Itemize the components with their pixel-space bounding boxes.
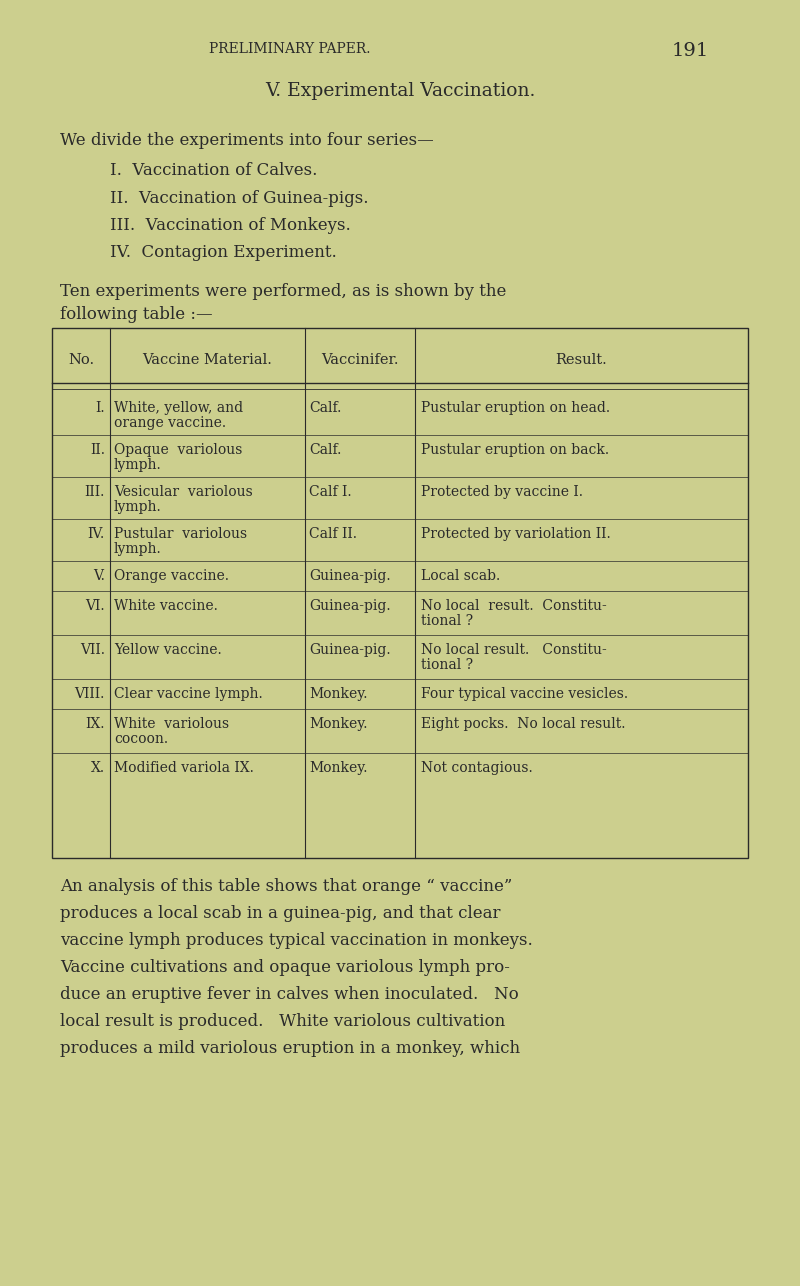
Text: I.  Vaccination of Calves.: I. Vaccination of Calves. — [110, 162, 318, 179]
Text: Four typical vaccine vesicles.: Four typical vaccine vesicles. — [421, 687, 628, 701]
Text: Guinea-pig.: Guinea-pig. — [309, 643, 390, 657]
Text: lymph.: lymph. — [114, 458, 162, 472]
Text: IV.  Contagion Experiment.: IV. Contagion Experiment. — [110, 244, 337, 261]
Text: Vaccine Material.: Vaccine Material. — [142, 352, 273, 367]
Text: tional ?: tional ? — [421, 613, 473, 628]
Text: VIII.: VIII. — [74, 687, 105, 701]
Text: Clear vaccine lymph.: Clear vaccine lymph. — [114, 687, 262, 701]
Text: X.: X. — [91, 761, 105, 775]
Text: Yellow vaccine.: Yellow vaccine. — [114, 643, 222, 657]
Text: Opaque  variolous: Opaque variolous — [114, 442, 242, 457]
Text: IV.: IV. — [88, 527, 105, 541]
Text: Monkey.: Monkey. — [309, 687, 367, 701]
Text: Guinea-pig.: Guinea-pig. — [309, 599, 390, 613]
Text: No local  result.  Constitu-: No local result. Constitu- — [421, 599, 606, 613]
Text: III.: III. — [85, 485, 105, 499]
Text: I.: I. — [95, 401, 105, 415]
Text: White vaccine.: White vaccine. — [114, 599, 218, 613]
Text: Calf.: Calf. — [309, 442, 342, 457]
Text: Local scab.: Local scab. — [421, 568, 500, 583]
Text: III.  Vaccination of Monkeys.: III. Vaccination of Monkeys. — [110, 217, 350, 234]
Text: Guinea-pig.: Guinea-pig. — [309, 568, 390, 583]
Text: No local result.   Constitu-: No local result. Constitu- — [421, 643, 606, 657]
Text: Eight pocks.  No local result.: Eight pocks. No local result. — [421, 718, 626, 730]
Text: tional ?: tional ? — [421, 658, 473, 673]
Text: Not contagious.: Not contagious. — [421, 761, 533, 775]
Text: An analysis of this table shows that orange “ vaccine”: An analysis of this table shows that ora… — [60, 878, 512, 895]
Text: following table :—: following table :— — [60, 306, 213, 323]
Text: Vesicular  variolous: Vesicular variolous — [114, 485, 253, 499]
Text: Ten experiments were performed, as is shown by the: Ten experiments were performed, as is sh… — [60, 283, 506, 300]
Text: duce an eruptive fever in calves when inoculated.   No: duce an eruptive fever in calves when in… — [60, 986, 518, 1003]
Text: IX.: IX. — [86, 718, 105, 730]
Bar — [52, 328, 748, 858]
Text: orange vaccine.: orange vaccine. — [114, 415, 226, 430]
Text: No.: No. — [68, 352, 94, 367]
Text: White  variolous: White variolous — [114, 718, 229, 730]
Text: local result is produced.   White variolous cultivation: local result is produced. White variolou… — [60, 1013, 506, 1030]
Text: cocoon.: cocoon. — [114, 732, 168, 746]
Text: Calf I.: Calf I. — [309, 485, 352, 499]
Text: Vaccine cultivations and opaque variolous lymph pro-: Vaccine cultivations and opaque variolou… — [60, 959, 510, 976]
Text: lymph.: lymph. — [114, 500, 162, 514]
Text: Protected by variolation II.: Protected by variolation II. — [421, 527, 610, 541]
Text: Pustular  variolous: Pustular variolous — [114, 527, 247, 541]
Text: Calf.: Calf. — [309, 401, 342, 415]
Text: produces a mild variolous eruption in a monkey, which: produces a mild variolous eruption in a … — [60, 1040, 520, 1057]
Text: Pustular eruption on back.: Pustular eruption on back. — [421, 442, 609, 457]
Text: produces a local scab in a guinea-pig, and that clear: produces a local scab in a guinea-pig, a… — [60, 905, 501, 922]
Text: VI.: VI. — [86, 599, 105, 613]
Text: VII.: VII. — [80, 643, 105, 657]
Text: II.: II. — [90, 442, 105, 457]
Text: Protected by vaccine I.: Protected by vaccine I. — [421, 485, 583, 499]
Text: II.  Vaccination of Guinea-pigs.: II. Vaccination of Guinea-pigs. — [110, 190, 369, 207]
Text: PRELIMINARY PAPER.: PRELIMINARY PAPER. — [210, 42, 370, 57]
Text: Orange vaccine.: Orange vaccine. — [114, 568, 229, 583]
Text: White, yellow, and: White, yellow, and — [114, 401, 243, 415]
Text: Pustular eruption on head.: Pustular eruption on head. — [421, 401, 610, 415]
Text: Monkey.: Monkey. — [309, 761, 367, 775]
Text: lymph.: lymph. — [114, 541, 162, 556]
Text: Result.: Result. — [556, 352, 607, 367]
Text: Monkey.: Monkey. — [309, 718, 367, 730]
Text: V. Experimental Vaccination.: V. Experimental Vaccination. — [265, 82, 535, 100]
Text: Vaccinifer.: Vaccinifer. — [322, 352, 398, 367]
Text: Modified variola IX.: Modified variola IX. — [114, 761, 254, 775]
Text: We divide the experiments into four series—: We divide the experiments into four seri… — [60, 132, 434, 149]
Text: 191: 191 — [671, 42, 709, 60]
Text: Calf II.: Calf II. — [309, 527, 357, 541]
Text: V.: V. — [93, 568, 105, 583]
Text: vaccine lymph produces typical vaccination in monkeys.: vaccine lymph produces typical vaccinati… — [60, 932, 533, 949]
